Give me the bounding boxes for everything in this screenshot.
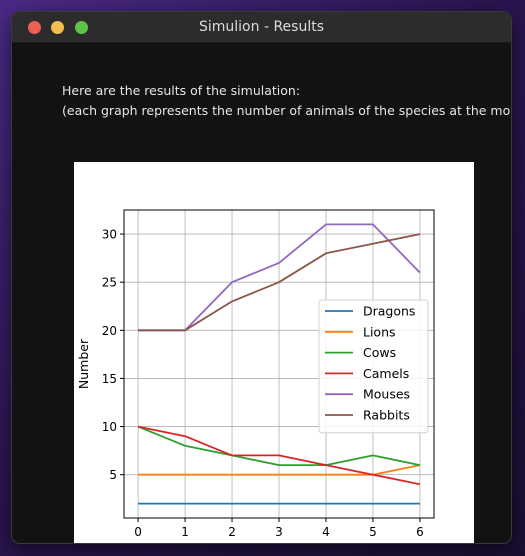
title-bar: Simulion - Results [12, 12, 511, 43]
x-tick-label: 1 [181, 525, 189, 539]
y-tick-label: 15 [102, 372, 117, 386]
results-chart: 0 1 2 3 4 5 6 5 10 15 20 25 30 Year Number Dragons Lions… [74, 162, 474, 543]
series-line-rabbits [138, 233, 421, 332]
x-tick-label: 4 [322, 525, 330, 539]
app-window: Simulion - Results Here are the results … [12, 12, 511, 543]
legend-box [318, 299, 429, 434]
x-tick-label: 2 [228, 525, 236, 539]
y-tick-label: 10 [102, 420, 117, 434]
series-line-cows [137, 425, 421, 467]
y-tick-label: 25 [102, 276, 117, 290]
y-tick-label: 30 [102, 228, 117, 242]
legend-label-mouses: Mouses [363, 387, 410, 402]
x-axis-label: Year [265, 541, 293, 543]
x-tick-label: 6 [416, 525, 424, 539]
legend-label-rabbits: Rabbits [363, 408, 410, 423]
x-tick-label: 0 [134, 525, 142, 539]
results-panel: Here are the results of the simulation: … [12, 43, 511, 543]
legend-label-cows: Cows [363, 345, 396, 360]
legend-label-lions: Lions [363, 324, 396, 339]
maximize-window-button[interactable] [75, 21, 88, 34]
y-tick-label: 20 [102, 324, 117, 338]
legend-label-dragons: Dragons [363, 304, 415, 319]
x-tick-label: 3 [275, 525, 283, 539]
window-title: Simulion - Results [198, 19, 324, 35]
series-line-camels [137, 425, 421, 486]
legend-label-camels: Camels [363, 366, 409, 381]
y-tick-label: 5 [109, 468, 117, 482]
results-intro-text: Here are the results of the simulation: [62, 83, 301, 98]
x-tick-label: 5 [369, 525, 377, 539]
chart-svg: 0 1 2 3 4 5 6 5 10 15 20 25 30 Year Number Dragons Lions… [76, 209, 435, 543]
y-axis-label: Number [76, 338, 91, 389]
minimize-window-button[interactable] [51, 21, 64, 34]
results-explanation-text: (each graph represents the number of ani… [62, 103, 511, 118]
close-window-button[interactable] [28, 21, 41, 34]
